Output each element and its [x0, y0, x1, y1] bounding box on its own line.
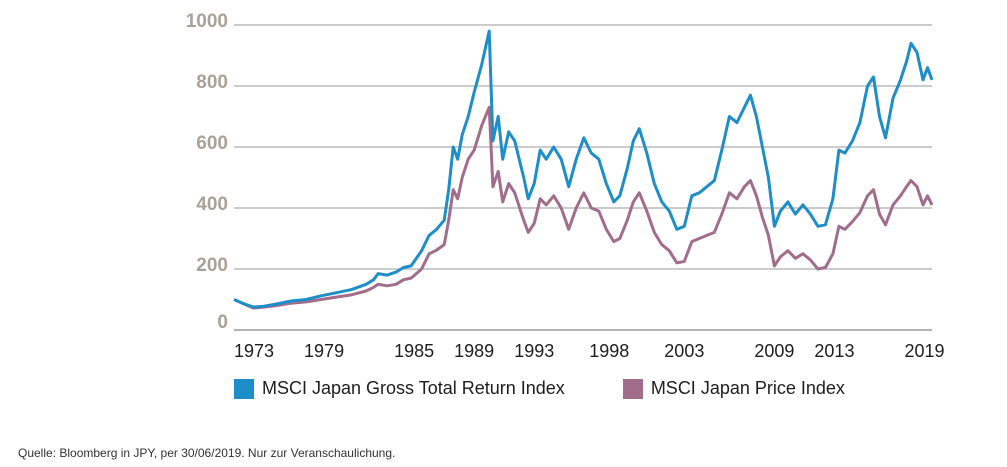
legend-swatch-total-return: [234, 378, 254, 399]
series-line-price: [233, 105, 934, 310]
x-tick-label: 1989: [454, 341, 494, 361]
source-note: Quelle: Bloomberg in JPY, per 30/06/2019…: [18, 446, 396, 460]
x-tick-label: 1985: [394, 341, 434, 361]
legend-label-price: MSCI Japan Price Index: [650, 378, 845, 398]
x-tick-label: 2019: [904, 341, 944, 361]
gridlines: [234, 24, 932, 270]
y-tick-label: 400: [196, 194, 228, 215]
chart-series: [233, 29, 934, 310]
y-tick-label: 800: [196, 72, 228, 93]
y-axis: 0 200 400 600 800 1000: [186, 11, 228, 333]
x-axis: 1973 1979 1985 1989 1993 1998 2003 2009 2013 2019: [234, 341, 945, 361]
y-tick-label: 600: [196, 133, 228, 154]
y-tick-label: 0: [217, 312, 228, 333]
legend: MSCI Japan Gross Total Return Index MSCI…: [234, 378, 845, 399]
x-tick-label: 1998: [589, 341, 629, 361]
legend-item-price: MSCI Japan Price Index: [622, 378, 845, 399]
x-tick-label: 1993: [514, 341, 554, 361]
x-tick-label: 2003: [664, 341, 704, 361]
x-tick-label: 2009: [754, 341, 794, 361]
series-line-total-return: [233, 29, 934, 309]
x-tick-label: 1979: [304, 341, 344, 361]
legend-item-total-return: MSCI Japan Gross Total Return Index: [234, 378, 565, 399]
x-tick-label: 2013: [814, 341, 854, 361]
y-tick-label: 200: [196, 255, 228, 276]
legend-label-total-return: MSCI Japan Gross Total Return Index: [262, 378, 565, 398]
x-tick-label: 1973: [234, 341, 274, 361]
y-tick-label: 1000: [186, 11, 228, 32]
legend-swatch-price: [622, 378, 643, 399]
